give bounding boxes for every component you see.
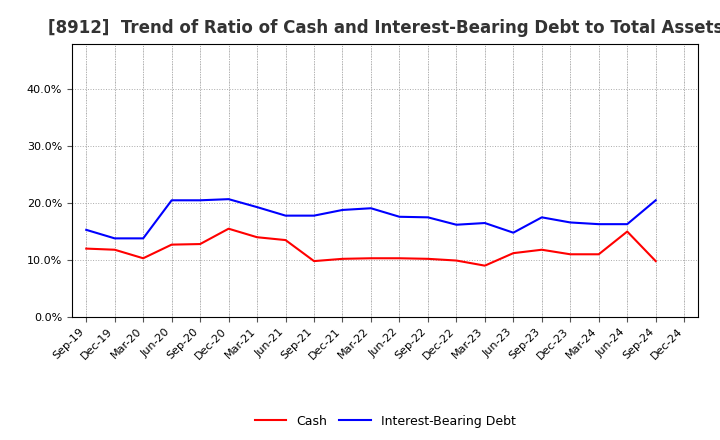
Cash xyxy=(338,256,347,261)
Cash xyxy=(509,250,518,256)
Interest-Bearing Debt xyxy=(225,197,233,202)
Interest-Bearing Debt xyxy=(82,227,91,232)
Interest-Bearing Debt xyxy=(595,221,603,227)
Cash xyxy=(452,258,461,263)
Interest-Bearing Debt xyxy=(310,213,318,218)
Cash xyxy=(566,252,575,257)
Cash xyxy=(225,226,233,231)
Cash xyxy=(395,256,404,261)
Cash xyxy=(366,256,375,261)
Interest-Bearing Debt xyxy=(167,198,176,203)
Interest-Bearing Debt xyxy=(480,220,489,226)
Interest-Bearing Debt xyxy=(566,220,575,225)
Interest-Bearing Debt xyxy=(338,207,347,213)
Interest-Bearing Debt xyxy=(509,230,518,235)
Interest-Bearing Debt xyxy=(537,215,546,220)
Cash xyxy=(423,256,432,261)
Cash xyxy=(310,258,318,264)
Cash xyxy=(253,235,261,240)
Cash xyxy=(110,247,119,253)
Title: [8912]  Trend of Ratio of Cash and Interest-Bearing Debt to Total Assets: [8912] Trend of Ratio of Cash and Intere… xyxy=(48,19,720,37)
Cash xyxy=(480,263,489,268)
Legend: Cash, Interest-Bearing Debt: Cash, Interest-Bearing Debt xyxy=(250,411,521,433)
Interest-Bearing Debt xyxy=(139,236,148,241)
Cash xyxy=(82,246,91,251)
Interest-Bearing Debt xyxy=(652,198,660,203)
Cash xyxy=(595,252,603,257)
Interest-Bearing Debt xyxy=(196,198,204,203)
Cash xyxy=(139,256,148,261)
Interest-Bearing Debt xyxy=(423,215,432,220)
Cash xyxy=(167,242,176,247)
Line: Cash: Cash xyxy=(86,229,656,266)
Interest-Bearing Debt xyxy=(452,222,461,227)
Interest-Bearing Debt xyxy=(395,214,404,220)
Cash xyxy=(282,238,290,243)
Interest-Bearing Debt xyxy=(282,213,290,218)
Cash xyxy=(623,229,631,234)
Interest-Bearing Debt xyxy=(366,205,375,211)
Interest-Bearing Debt xyxy=(110,236,119,241)
Cash xyxy=(196,242,204,247)
Interest-Bearing Debt xyxy=(623,221,631,227)
Interest-Bearing Debt xyxy=(253,205,261,210)
Line: Interest-Bearing Debt: Interest-Bearing Debt xyxy=(86,199,656,238)
Cash xyxy=(652,258,660,264)
Cash xyxy=(537,247,546,253)
